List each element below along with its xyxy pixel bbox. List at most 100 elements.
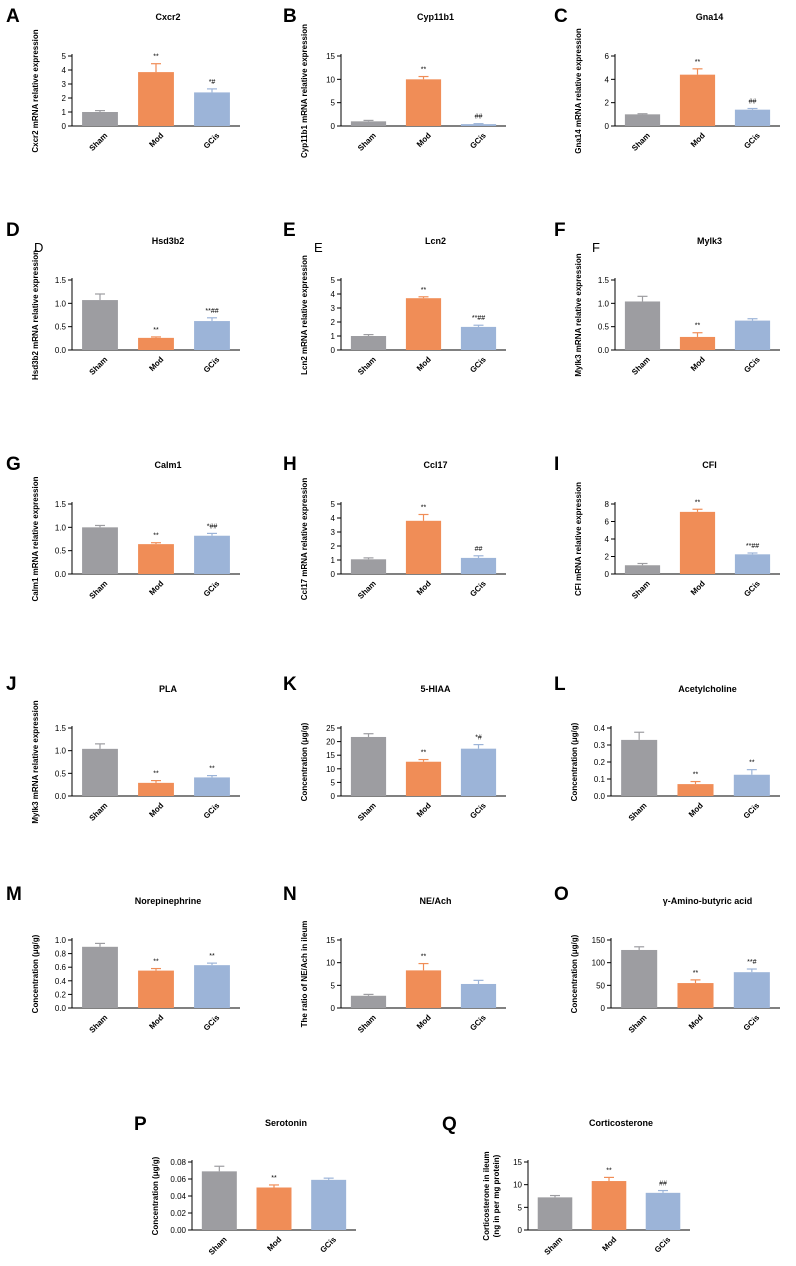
chart-title: 5-HIAA — [420, 684, 451, 694]
bar-sham — [350, 736, 387, 796]
x-tick-label: GCis — [202, 579, 222, 599]
bar-gcis — [194, 777, 230, 796]
y-tick-label: 0 — [605, 570, 610, 579]
chart-title: Ccl17 — [423, 460, 447, 470]
bar-sham — [82, 946, 118, 1008]
y-tick-label: 0.2 — [594, 758, 606, 767]
significance-label: **# — [747, 959, 756, 966]
bar-sham — [350, 336, 387, 350]
bar-sham — [537, 1197, 573, 1230]
panel-letter: Q — [442, 1114, 457, 1135]
bar-sham — [82, 300, 118, 350]
x-tick-label: Mod — [415, 131, 433, 149]
y-axis-label: Ccl17 mRNA relative expression — [300, 478, 309, 601]
significance-label: ** — [153, 959, 159, 966]
y-tick-label: 5 — [331, 99, 336, 108]
x-tick-label: Mod — [687, 801, 705, 819]
significance-label: ** — [421, 750, 427, 757]
y-tick-label: 0.02 — [170, 1209, 186, 1218]
panel-letter: A — [6, 6, 20, 27]
x-tick-label: GCis — [742, 1013, 762, 1033]
y-tick-label: 0.0 — [55, 792, 67, 801]
chart-title: Norepinephrine — [135, 896, 202, 906]
panel-h: H Ccl17 Ccl17 mRNA relative expression 0 1 2 3… — [283, 454, 506, 601]
y-tick-label: 5 — [331, 276, 336, 285]
x-tick-label: Sham — [88, 801, 110, 823]
y-tick-label: 0.4 — [55, 977, 67, 986]
y-tick-label: 5 — [331, 500, 336, 509]
y-tick-label: 15 — [513, 1158, 522, 1167]
x-tick-label: Mod — [147, 355, 165, 373]
panel-letter: O — [554, 884, 569, 905]
y-axis-label: The ratio of NE/Ach in ileum — [300, 921, 309, 1028]
y-axis-label: Lcn2 mRNA relative expression — [300, 255, 309, 375]
panel-q: Q Corticosterone Corticosterone in ileum (n… — [442, 1114, 690, 1257]
significance-label: ** — [421, 954, 427, 961]
y-tick-label: 1.0 — [55, 936, 67, 945]
panel-a: A Cxcr2 Cxcr2 mRNA relative expression 0 1 2 3… — [6, 6, 240, 153]
y-tick-label: 10 — [326, 765, 335, 774]
bar-sham — [624, 301, 661, 350]
x-tick-label: Sham — [630, 355, 652, 377]
x-tick-label: GCis — [202, 1013, 222, 1033]
x-tick-label: Mod — [147, 801, 165, 819]
y-tick-label: 4 — [605, 535, 610, 544]
chart-title: Lcn2 — [425, 236, 446, 246]
y-axis-label: Concentration (μg/g) — [570, 934, 579, 1013]
x-tick-label: Mod — [265, 1235, 283, 1253]
x-tick-label: Mod — [687, 1013, 705, 1031]
chart-title: Gna14 — [696, 12, 724, 22]
y-tick-label: 0.0 — [598, 346, 610, 355]
x-tick-label: Sham — [356, 1013, 378, 1035]
x-tick-label: GCis — [468, 131, 488, 151]
bar-gcis — [734, 320, 771, 350]
chart-title: Mylk3 — [697, 236, 722, 246]
bar-mod — [256, 1187, 292, 1230]
bar-sham — [82, 527, 118, 574]
y-tick-label: 0.3 — [594, 741, 606, 750]
panel-sublabel: F — [592, 240, 600, 255]
y-axis-label-2: (ng in per mg protein) — [492, 1154, 501, 1237]
panel-letter: H — [283, 454, 297, 475]
y-tick-label: 2 — [605, 553, 610, 562]
y-tick-label: 50 — [596, 981, 605, 990]
y-tick-label: 3 — [331, 528, 336, 537]
significance-label: ## — [475, 114, 483, 121]
y-tick-label: 0.8 — [55, 950, 67, 959]
bar-sham — [621, 949, 658, 1008]
significance-label: *# — [475, 735, 482, 742]
y-tick-label: 1.5 — [55, 276, 67, 285]
y-tick-label: 150 — [592, 936, 606, 945]
bar-sham — [624, 565, 661, 574]
y-tick-label: 0.00 — [170, 1226, 186, 1235]
y-tick-label: 0 — [331, 792, 336, 801]
y-tick-label: 0.6 — [55, 963, 67, 972]
significance-label: ** — [695, 323, 701, 330]
y-tick-label: 0 — [518, 1226, 523, 1235]
y-tick-label: 0.1 — [594, 775, 606, 784]
y-tick-label: 0.0 — [55, 570, 67, 579]
x-tick-label: GCis — [653, 1235, 673, 1255]
bar-mod — [138, 544, 174, 574]
x-tick-label: Mod — [147, 1013, 165, 1031]
panel-f: F F Mylk3 Mylk3 mRNA relative expression 0.0… — [554, 220, 780, 377]
significance-label: *## — [207, 523, 218, 530]
panel-e: E E Lcn2 Lcn2 mRNA relative expression 0 1 2 3 4… — [283, 220, 506, 377]
panel-letter: F — [554, 220, 566, 241]
y-tick-label: 5 — [331, 778, 336, 787]
bar-mod — [138, 337, 174, 350]
panel-letter: G — [6, 454, 21, 475]
y-tick-label: 3 — [62, 80, 67, 89]
bar-mod — [405, 79, 442, 126]
bar-mod — [138, 970, 174, 1008]
x-tick-label: Mod — [689, 131, 707, 149]
x-tick-label: Mod — [415, 355, 433, 373]
x-tick-label: Sham — [88, 131, 110, 153]
significance-label: ** — [421, 505, 427, 512]
bar-mod — [679, 511, 716, 574]
chart-title: Hsd3b2 — [152, 236, 185, 246]
x-tick-label: GCis — [742, 355, 762, 375]
y-tick-label: 0 — [331, 1004, 336, 1013]
bar-gcis — [194, 965, 230, 1008]
bar-gcis — [194, 92, 230, 126]
